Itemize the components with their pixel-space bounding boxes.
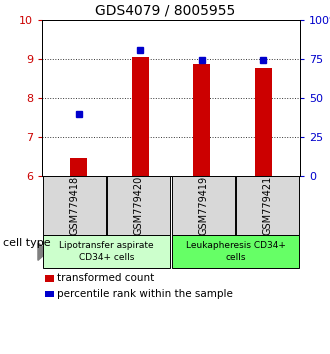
Bar [193,64,210,176]
Text: GSM779419: GSM779419 [198,176,208,235]
Text: cell type: cell type [3,238,51,248]
Text: GSM779420: GSM779420 [134,176,144,235]
Polygon shape [38,242,48,260]
Bar [254,68,272,176]
Text: GSM779421: GSM779421 [263,176,273,235]
Text: Lipotransfer aspirate
CD34+ cells: Lipotransfer aspirate CD34+ cells [59,241,154,262]
Bar [132,57,149,176]
Bar [70,159,87,176]
Text: transformed count: transformed count [57,273,154,283]
Text: Leukapheresis CD34+
cells: Leukapheresis CD34+ cells [185,241,285,262]
Text: GDS4079 / 8005955: GDS4079 / 8005955 [95,3,235,17]
Text: GSM779418: GSM779418 [69,176,79,235]
Text: percentile rank within the sample: percentile rank within the sample [57,289,233,299]
